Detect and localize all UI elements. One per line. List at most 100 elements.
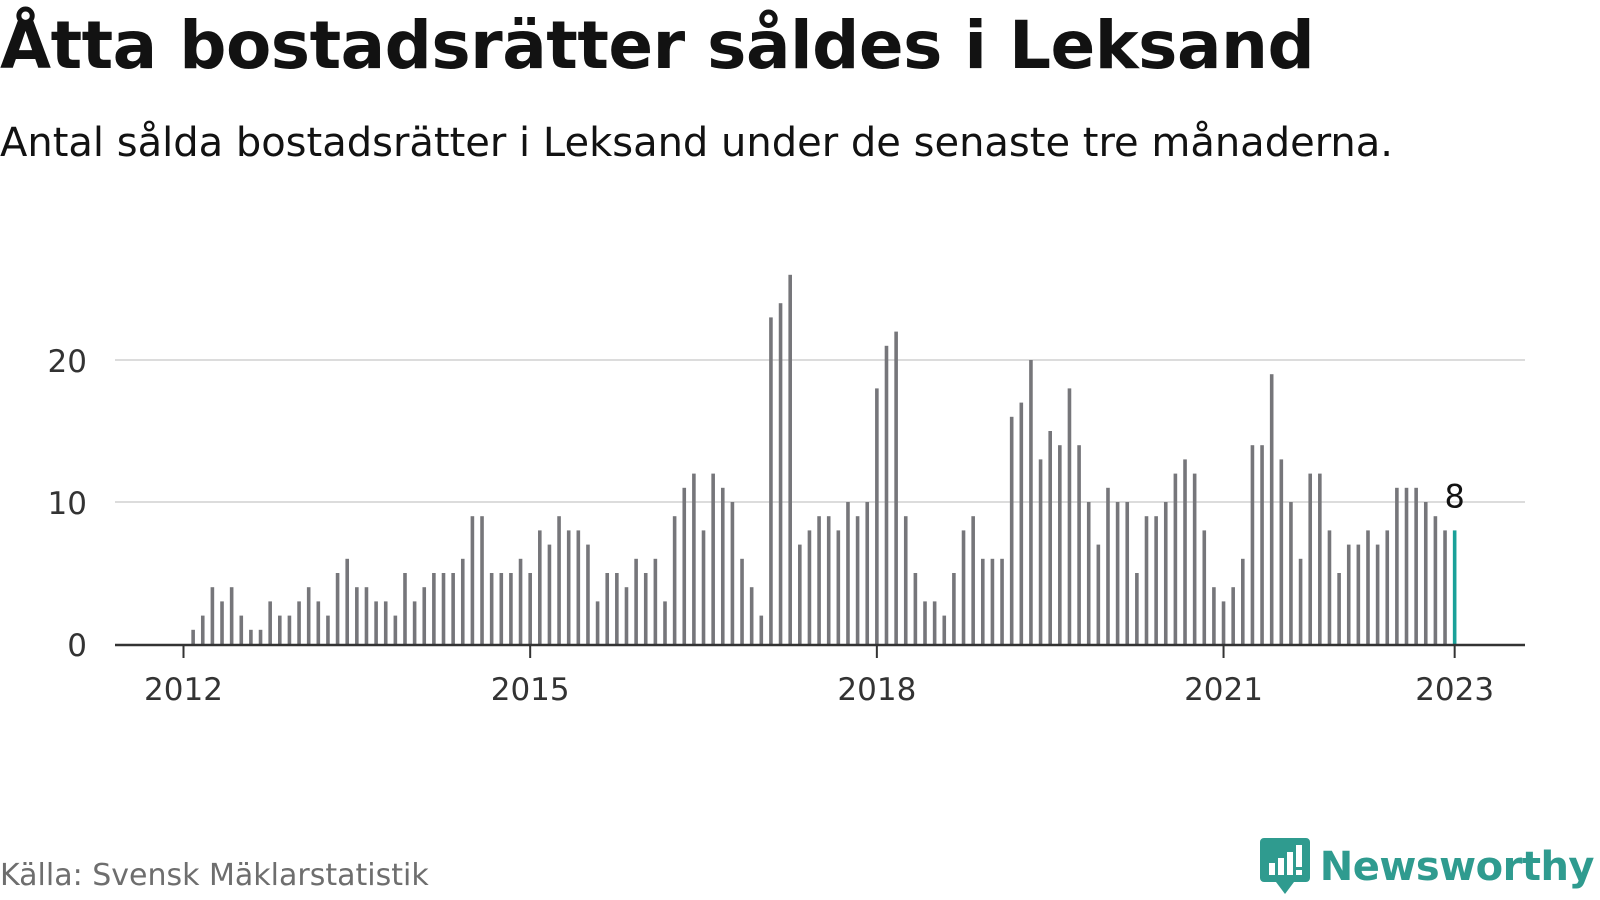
- bar: [1212, 587, 1216, 644]
- bar: [701, 530, 706, 644]
- bar: [980, 558, 985, 644]
- bar: [335, 573, 340, 644]
- bar: [778, 303, 783, 644]
- bar: [528, 573, 532, 644]
- bar: [942, 615, 947, 644]
- y-tick-label: 20: [48, 344, 87, 380]
- bar: [1000, 558, 1004, 644]
- bar: [586, 544, 590, 644]
- bar: [220, 601, 224, 644]
- bar: [1106, 487, 1110, 644]
- bar: [383, 601, 388, 644]
- bar: [1154, 516, 1158, 644]
- bar: [1173, 473, 1178, 644]
- bar: [451, 573, 455, 644]
- bar: [903, 516, 908, 644]
- bar: [1221, 601, 1226, 644]
- bar: [1029, 360, 1033, 644]
- bar: [634, 558, 638, 644]
- bar: [1375, 544, 1380, 644]
- bar: [1346, 544, 1351, 644]
- bar: [653, 558, 658, 644]
- bar: [932, 601, 937, 644]
- bar: [258, 629, 263, 644]
- bar: [557, 516, 561, 644]
- bar: [499, 573, 504, 644]
- bar: [316, 601, 321, 644]
- bar: [1327, 530, 1332, 644]
- bar: [297, 601, 301, 644]
- bar: [432, 573, 436, 644]
- brand-name: Newsworthy: [1319, 844, 1595, 890]
- bar: [1356, 544, 1361, 644]
- newsworthy-logo-icon: [1259, 838, 1310, 894]
- bar: [1048, 431, 1052, 644]
- bar: [1269, 374, 1274, 644]
- x-tick-label: 2021: [1184, 672, 1263, 708]
- bar: [769, 317, 773, 644]
- bar: [624, 587, 629, 644]
- bar: [547, 544, 552, 644]
- bar: [605, 573, 610, 644]
- bar: [749, 587, 754, 644]
- bar: [239, 615, 244, 644]
- bar: [1395, 487, 1399, 644]
- bar: [672, 516, 677, 644]
- bar: [990, 558, 995, 644]
- bar: [1135, 573, 1139, 644]
- bar: [326, 615, 330, 644]
- bar: [663, 601, 667, 644]
- bar: [971, 516, 975, 644]
- bar: [1183, 459, 1187, 644]
- x-tick-label: 2023: [1415, 672, 1494, 708]
- bar: [961, 530, 966, 644]
- bar: [826, 516, 831, 644]
- bar: [355, 587, 359, 644]
- bar: [836, 530, 841, 644]
- brand-logo: Newsworthy: [1259, 838, 1595, 896]
- highlight-value-label: 8: [1444, 477, 1464, 515]
- bar: [1019, 402, 1024, 644]
- bar: [798, 544, 802, 644]
- bar: [538, 530, 542, 644]
- bar: [817, 516, 821, 644]
- bar: [278, 615, 282, 644]
- y-tick-label: 10: [48, 486, 87, 522]
- bar: [1192, 473, 1197, 644]
- bar: [470, 516, 475, 644]
- bar: [682, 487, 687, 644]
- bar: [518, 558, 523, 644]
- bar: [1241, 558, 1245, 644]
- bar: [720, 487, 725, 644]
- bar: [595, 601, 600, 644]
- bar: [615, 573, 619, 644]
- bar: [441, 573, 446, 644]
- bar: [489, 573, 494, 644]
- bar: [1096, 544, 1101, 644]
- bar: [1009, 416, 1014, 644]
- bar: [1202, 530, 1207, 644]
- bar: [229, 587, 234, 644]
- bar: [403, 573, 407, 644]
- bar: [1086, 502, 1091, 644]
- bar: [846, 502, 850, 644]
- bar: [393, 615, 398, 644]
- bar: [191, 629, 195, 644]
- bar: [1067, 388, 1072, 644]
- bar: [730, 502, 735, 644]
- bar: [374, 601, 378, 644]
- bar: [643, 573, 648, 644]
- y-tick-label: 0: [67, 628, 87, 664]
- source-note: Källa: Svensk Mäklarstatistik: [0, 858, 429, 893]
- bar: [480, 516, 484, 644]
- x-tick-label: 2012: [144, 672, 223, 708]
- bar: [759, 615, 764, 644]
- bar: [788, 274, 792, 644]
- bar: [422, 587, 427, 644]
- bar: [1163, 502, 1168, 644]
- bar: [1414, 487, 1418, 644]
- bar: [1289, 502, 1293, 644]
- bar: [566, 530, 571, 644]
- bar: [306, 587, 311, 644]
